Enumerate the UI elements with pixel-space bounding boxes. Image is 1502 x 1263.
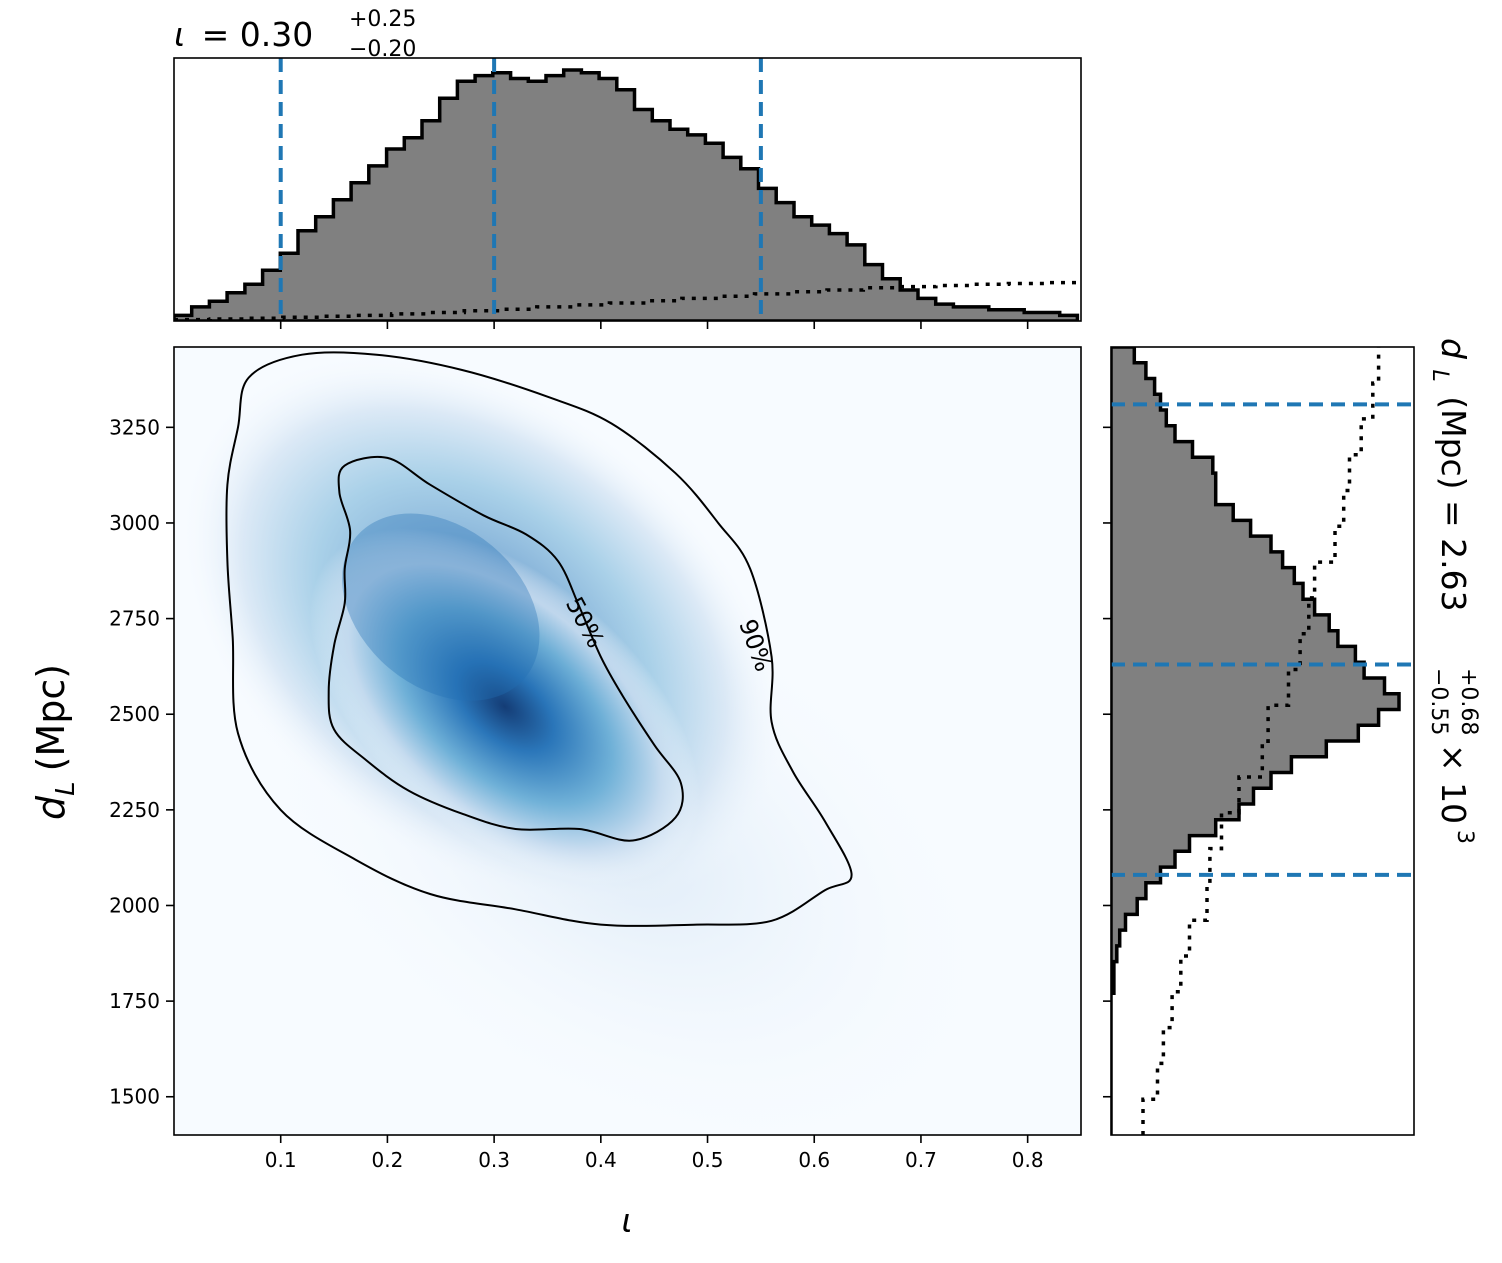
top-title-value: = 0.30 (202, 15, 314, 54)
x-tick-label: 0.4 (585, 1148, 617, 1172)
y-axis-label-symbol: d (29, 795, 73, 820)
top-title-symbol: ι (174, 15, 185, 54)
contour-50 (327, 455, 684, 842)
y-axis-label: dL (Mpc) (29, 664, 81, 820)
y-axis-label-unit: (Mpc) (29, 664, 73, 771)
x-tick-label: 0.2 (372, 1148, 404, 1172)
right-marginal-panel: d L (Mpc) = 2.63 +0.68 −0.55 × 10 3 (1103, 338, 1481, 1136)
y-tick-label: 2250 (109, 798, 160, 822)
right-title-sub: −0.55 (1426, 668, 1451, 735)
right-title-suffix: × 10 (1434, 744, 1473, 824)
right-title-subscript: L (1427, 369, 1452, 381)
svg-text:dL(Mpc): dL (Mpc) (29, 664, 81, 820)
y-tick-label: 2000 (109, 893, 160, 917)
density-lobe (342, 513, 540, 701)
contour-90 (225, 351, 853, 927)
top-title: ι = 0.30 (174, 15, 313, 54)
x-axis-label: ι (621, 1201, 632, 1240)
x-tick-label: 0.1 (265, 1148, 297, 1172)
density-core (309, 528, 700, 885)
right-title-sup: +0.68 (1456, 668, 1481, 735)
main-panel: 50% 90% 0.1 0.2 0.3 0.4 0.5 0.6 0.7 0.8 1500175… (109, 346, 1082, 1172)
y-tick-label: 3000 (109, 511, 160, 535)
top-title-sup: +0.25 (349, 7, 416, 32)
x-tick-label: 0.5 (692, 1148, 724, 1172)
top-panel-ticks (279, 321, 1029, 329)
y-tick-label: 1500 (109, 1085, 160, 1109)
y-axis-ticks: 1500 1750 2000 2250 2500 2750 3000 3250 (109, 415, 174, 1109)
y-tick-label: 2500 (109, 702, 160, 726)
top-histogram (174, 68, 1080, 321)
right-panel-ticks (1103, 426, 1111, 1098)
y-tick-label: 3250 (109, 415, 160, 439)
x-axis-ticks: 0.1 0.2 0.3 0.4 0.5 0.6 0.7 0.8 (265, 1135, 1044, 1172)
svg-text:d L (Mpc) = 2.: d L (Mpc) = 2.63 (1425, 338, 1473, 612)
right-histogram (1111, 347, 1401, 1135)
right-quantile-lines (1111, 402, 1414, 877)
right-prior-histogram (1141, 347, 1381, 1135)
top-panel-frame (173, 57, 1082, 322)
density-heatmap (180, 353, 1005, 1135)
y-tick-label: 2750 (109, 607, 160, 631)
right-panel-frame (1110, 346, 1415, 1136)
x-tick-label: 0.3 (478, 1148, 510, 1172)
x-tick-label: 0.7 (905, 1148, 937, 1172)
top-title-sub: −0.20 (349, 37, 416, 62)
x-tick-label: 0.6 (798, 1148, 830, 1172)
main-panel-frame (173, 346, 1082, 1136)
right-title-text: (Mpc) = 2.63 (1434, 396, 1473, 611)
x-tick-label: 0.8 (1012, 1148, 1044, 1172)
right-title-exp: 3 (1452, 830, 1477, 844)
top-prior-histogram (174, 280, 1081, 321)
top-marginal-panel: ι = 0.30 +0.25 −0.20 (173, 7, 1082, 329)
y-tick-label: 1750 (109, 989, 160, 1013)
y-axis-label-subscript: L (51, 781, 81, 796)
right-title: d L (Mpc) = 2.63 +0.68 −0.55 × 10 3 (1425, 338, 1481, 844)
right-title-symbol: d (1434, 338, 1473, 360)
contour-lines (225, 351, 853, 927)
